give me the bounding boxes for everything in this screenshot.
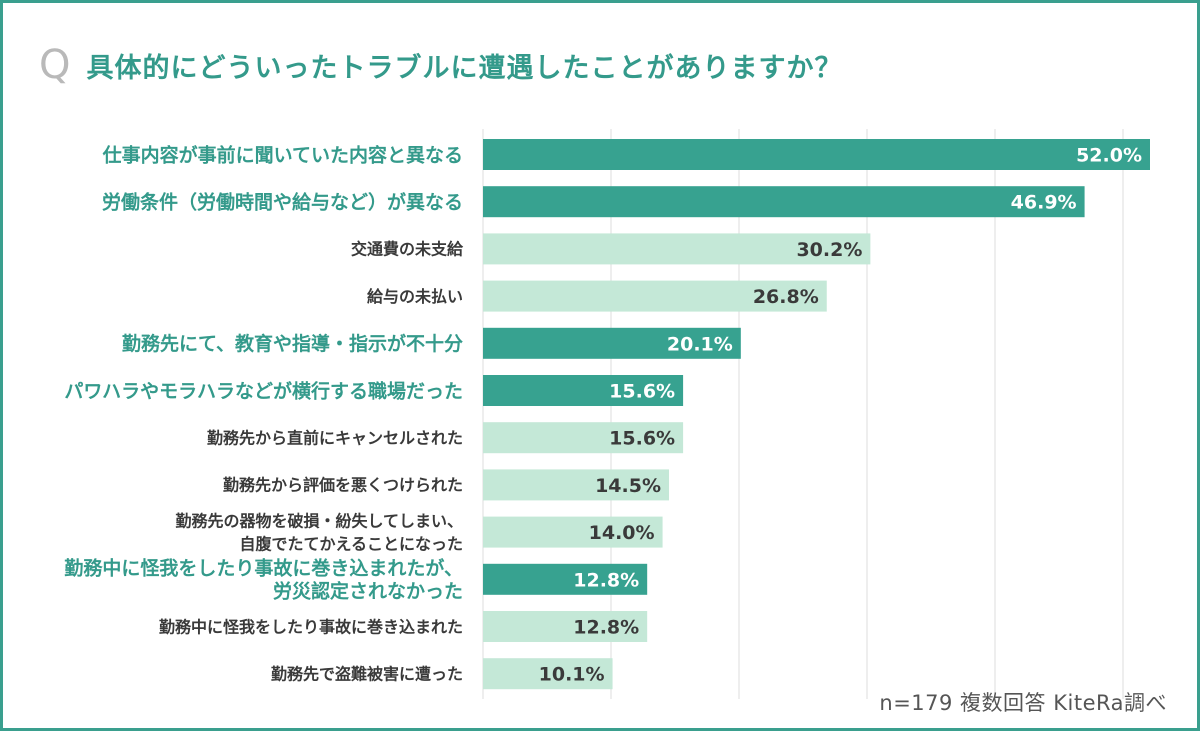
value-label-6: 15.6% — [609, 428, 675, 450]
category-label-4: 勤務先にて、教育や指導・指示が不十分 — [122, 332, 463, 355]
chart-title: 具体的にどういったトラブルに遭遇したことがありますか？ — [86, 52, 843, 84]
footnote: n=179 複数回答 KiteRa調べ — [879, 691, 1167, 715]
question-mark: Q — [39, 42, 71, 88]
bar-10 — [483, 611, 648, 642]
value-label-8: 14.0% — [589, 522, 655, 544]
bar-0 — [483, 139, 1150, 170]
bar-9 — [483, 563, 648, 595]
title-row: Q 具体的にどういったトラブルに遭遇したことがありますか？ — [39, 37, 842, 93]
value-label-4: 20.1% — [667, 333, 733, 355]
bar-5 — [483, 375, 684, 406]
value-label-0: 52.0% — [1076, 145, 1142, 167]
category-label-10: 勤務中に怪我をしたり事故に巻き込まれた — [159, 617, 463, 636]
category-label-1: 労働条件（労働時間や給与など）が異なる — [102, 191, 463, 214]
bar-7 — [483, 469, 669, 501]
category-label-9-line-0: 勤務中に怪我をしたり事故に巻き込まれたが、 — [64, 557, 463, 580]
category-label-3: 給与の未払い — [367, 287, 463, 306]
bar-4 — [483, 327, 741, 359]
value-label-2: 30.2% — [796, 239, 862, 261]
bar-1 — [483, 186, 1085, 218]
bar-8 — [483, 516, 663, 548]
value-label-1: 46.9% — [1011, 192, 1077, 214]
bar-chart: 52.0% 仕事内容が事前に聞いていた内容と異なる 46.9% 労働条件（労働時間や給… — [64, 129, 1150, 699]
category-label-0: 仕事内容が事前に聞いていた内容と異なる — [102, 143, 463, 166]
category-label-8-line-0: 勤務先の器物を破損・紛失してしまい、 — [175, 511, 463, 530]
value-label-3: 26.8% — [753, 286, 819, 308]
bar-3 — [483, 280, 827, 312]
category-label-8-line-1: 自腹でたてかえることになった — [239, 534, 463, 553]
value-label-5: 15.6% — [609, 381, 675, 403]
category-label-5: パワハラやモラハラなどが横行する職場だった — [64, 379, 463, 402]
category-label-11: 勤務先で盗難被害に遭った — [271, 664, 463, 683]
category-label-6: 勤務先から直前にキャンセルされた — [207, 428, 463, 447]
category-label-2: 交通費の未支給 — [351, 240, 464, 259]
bar-11 — [483, 658, 613, 690]
category-label-9-line-1: 労災認定されなかった — [273, 580, 463, 603]
value-label-9: 12.8% — [573, 569, 639, 591]
value-label-7: 14.5% — [595, 475, 661, 497]
category-label-7: 勤務先から評価を悪くつけられた — [223, 476, 463, 495]
bar-2 — [483, 233, 871, 265]
value-label-10: 12.8% — [573, 617, 639, 639]
bar-6 — [483, 422, 684, 454]
value-label-11: 10.1% — [539, 664, 605, 686]
